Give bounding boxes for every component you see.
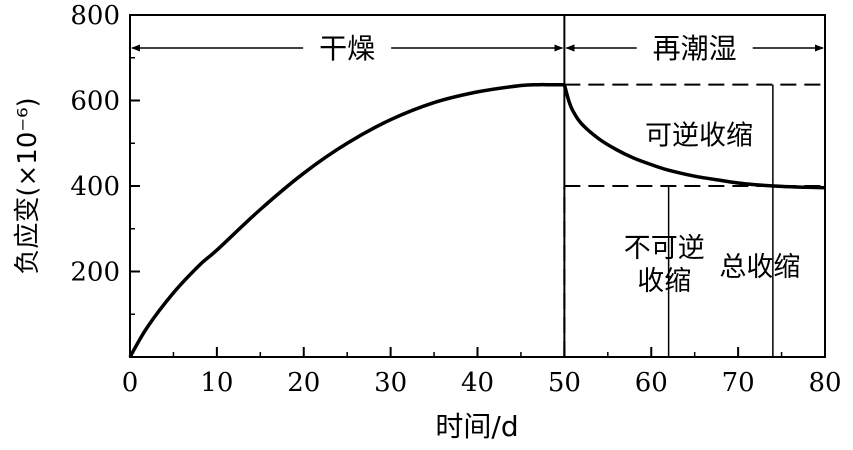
phase-arrows: 干燥 再潮湿 (131, 32, 824, 65)
annotation-3: 总收缩 (719, 252, 800, 283)
x-tick-label-6: 60 (635, 368, 668, 398)
x-tick-label-4: 40 (461, 368, 494, 398)
series-line-1 (562, 84, 826, 190)
y-tick-label-2: 600 (70, 87, 120, 117)
data-curves (128, 82, 826, 358)
series-line-0 (128, 82, 565, 358)
x-tick-label-3: 30 (374, 368, 407, 398)
y-tick-label-3: 800 (70, 1, 120, 31)
shrinkage-markers (667, 84, 774, 357)
x-tick-label-0: 0 (122, 368, 139, 398)
x-axis-ticks: 0 10 20 30 40 50 60 70 80 (122, 347, 842, 398)
x-axis-label: 时间/d (435, 410, 518, 443)
y-axis-ticks: 200 400 600 800 (70, 1, 140, 315)
y-tick-label-0: 200 (70, 258, 120, 288)
y-tick-label-1: 400 (70, 172, 120, 202)
x-tick-label-8: 80 (808, 368, 841, 398)
annotation-1: 不可逆 (624, 233, 705, 264)
annotation-2: 收缩 (637, 266, 691, 297)
x-tick-label-5: 50 (548, 368, 581, 398)
annotation-0: 可逆收缩 (645, 121, 753, 152)
x-tick-label-1: 10 (200, 368, 233, 398)
x-tick-label-7: 70 (722, 368, 755, 398)
y-axis-label: 负应变(×10⁻⁶) (13, 97, 43, 274)
phase-label-0: 干燥 (319, 32, 375, 65)
x-tick-label-2: 20 (287, 368, 320, 398)
phase-label-1: 再潮湿 (653, 32, 737, 65)
